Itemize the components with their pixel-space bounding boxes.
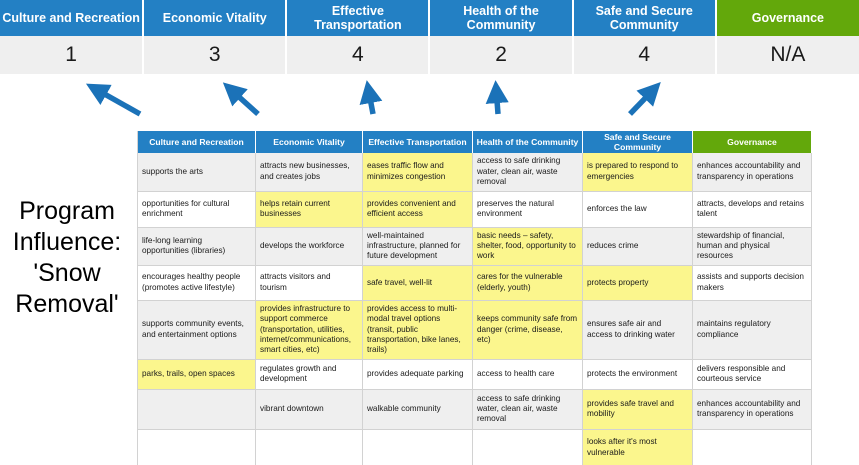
matrix-cell: encourages healthy people (promotes acti… bbox=[137, 265, 256, 301]
matrix-cell: eases traffic flow and minimizes congest… bbox=[362, 153, 473, 192]
score-header-economic-vitality: Economic Vitality bbox=[143, 0, 288, 36]
matrix-cell bbox=[472, 429, 583, 465]
matrix-cell: ensures safe air and access to drinking … bbox=[582, 300, 693, 360]
arrow-economic-vitality bbox=[222, 82, 260, 117]
matrix-body: supports the arts attracts new businesses… bbox=[137, 153, 812, 465]
matrix-cell: maintains regulatory compliance bbox=[692, 300, 812, 360]
matrix-cell: delivers responsible and courteous servi… bbox=[692, 359, 812, 390]
matrix-cell: stewardship of financial, human and phys… bbox=[692, 227, 812, 266]
score-header-effective-transportation: Effective Transportation bbox=[286, 0, 431, 36]
matrix-cell bbox=[137, 429, 256, 465]
matrix-cell: well-maintained infrastructure, planned … bbox=[362, 227, 473, 266]
matrix-cell: safe travel, well-lit bbox=[362, 265, 473, 301]
matrix-cell bbox=[255, 429, 363, 465]
matrix-cell: attracts new businesses, and creates job… bbox=[255, 153, 363, 192]
score-header-health-of-the-community: Health of the Community bbox=[429, 0, 574, 36]
matrix-cell: looks after it's most vulnerable bbox=[582, 429, 693, 465]
score-header-safe-and-secure-community: Safe and Secure Community bbox=[572, 0, 717, 36]
matrix-cell bbox=[137, 389, 256, 430]
arrow-group bbox=[85, 80, 661, 117]
matrix-row: life-long learning opportunities (librar… bbox=[137, 227, 812, 266]
matrix-cell: provides infrastructure to support comme… bbox=[255, 300, 363, 360]
arrow-effective-transportation bbox=[359, 80, 383, 115]
matrix-row: supports community events, and entertain… bbox=[137, 300, 812, 360]
matrix-cell: develops the workforce bbox=[255, 227, 363, 266]
matrix-header-safe-and-secure-community: Safe and Secure Community bbox=[582, 131, 693, 153]
matrix-cell bbox=[362, 429, 473, 465]
arrow-culture-and-recreation bbox=[85, 83, 142, 117]
score-value-health-of-the-community: 2 bbox=[429, 36, 574, 74]
matrix-row: looks after it's most vulnerable bbox=[137, 429, 812, 465]
matrix-header-effective-transportation: Effective Transportation bbox=[362, 131, 473, 153]
matrix-cell: enforces the law bbox=[582, 191, 693, 228]
alignment-score-table: Culture and Recreation Economic Vitality… bbox=[0, 0, 859, 74]
score-header-governance: Governance bbox=[715, 0, 859, 36]
matrix-cell: keeps community safe from danger (crime,… bbox=[472, 300, 583, 360]
matrix-cell: walkable community bbox=[362, 389, 473, 430]
matrix-cell: protects property bbox=[582, 265, 693, 301]
matrix-cell: vibrant downtown bbox=[255, 389, 363, 430]
matrix-cell: assists and supports decision makers bbox=[692, 265, 812, 301]
matrix-cell: enhances accountability and transparency… bbox=[692, 389, 812, 430]
matrix-cell: access to safe drinking water, clean air… bbox=[472, 389, 583, 430]
matrix-row: encourages healthy people (promotes acti… bbox=[137, 265, 812, 301]
matrix-header-economic-vitality: Economic Vitality bbox=[255, 131, 363, 153]
matrix-cell: preserves the natural environment bbox=[472, 191, 583, 228]
score-value-effective-transportation: 4 bbox=[286, 36, 431, 74]
matrix-cell: cares for the vulnerable (elderly, youth… bbox=[472, 265, 583, 301]
matrix-row: supports the arts attracts new businesses… bbox=[137, 153, 812, 192]
matrix-cell: provides access to multi-modal travel op… bbox=[362, 300, 473, 360]
community-outcomes-matrix: Culture and Recreation Economic Vitality… bbox=[137, 131, 812, 465]
matrix-cell: provides safe travel and mobility bbox=[582, 389, 693, 430]
matrix-row: parks, trails, open spaces regulates grow… bbox=[137, 359, 812, 390]
matrix-cell: protects the environment bbox=[582, 359, 693, 390]
matrix-cell: provides adequate parking bbox=[362, 359, 473, 390]
community-outcomes-matrix-wrapper: Culture and Recreation Economic Vitality… bbox=[137, 131, 812, 465]
matrix-cell: provides convenient and efficient access bbox=[362, 191, 473, 228]
matrix-row: opportunities for cultural enrichment hel… bbox=[137, 191, 812, 228]
matrix-cell: basic needs – safety, shelter, food, opp… bbox=[472, 227, 583, 266]
matrix-cell: helps retain current businesses bbox=[255, 191, 363, 228]
matrix-cell: reduces crime bbox=[582, 227, 693, 266]
matrix-header-health-of-the-community: Health of the Community bbox=[472, 131, 583, 153]
matrix-header-row: Culture and Recreation Economic Vitality… bbox=[137, 131, 812, 153]
score-value-governance: N/A bbox=[715, 36, 859, 74]
score-value-safe-and-secure-community: 4 bbox=[572, 36, 717, 74]
arrow-safe-and-secure-community bbox=[628, 82, 661, 116]
score-table-value-row: 1 3 4 2 4 N/A bbox=[0, 36, 859, 74]
matrix-cell: attracts visitors and tourism bbox=[255, 265, 363, 301]
matrix-cell: regulates growth and development bbox=[255, 359, 363, 390]
score-value-economic-vitality: 3 bbox=[143, 36, 288, 74]
score-header-culture-and-recreation: Culture and Recreation bbox=[0, 0, 145, 36]
matrix-cell: enhances accountability and transparency… bbox=[692, 153, 812, 192]
matrix-cell: access to health care bbox=[472, 359, 583, 390]
matrix-cell: supports the arts bbox=[137, 153, 256, 192]
score-value-culture-and-recreation: 1 bbox=[0, 36, 145, 74]
matrix-cell: is prepared to respond to emergencies bbox=[582, 153, 693, 192]
matrix-header-governance: Governance bbox=[692, 131, 812, 153]
matrix-cell: supports community events, and entertain… bbox=[137, 300, 256, 360]
program-influence-caption: Program Influence: 'Snow Removal' bbox=[12, 197, 122, 318]
matrix-cell: attracts, develops and retains talent bbox=[692, 191, 812, 228]
matrix-row: vibrant downtown walkable community access… bbox=[137, 389, 812, 430]
matrix-header-culture-and-recreation: Culture and Recreation bbox=[137, 131, 256, 153]
matrix-cell: parks, trails, open spaces bbox=[137, 359, 256, 390]
arrow-health-of-the-community bbox=[485, 80, 509, 115]
matrix-cell bbox=[692, 429, 812, 465]
matrix-cell: life-long learning opportunities (librar… bbox=[137, 227, 256, 266]
matrix-cell: access to safe drinking water, clean air… bbox=[472, 153, 583, 192]
matrix-cell: opportunities for cultural enrichment bbox=[137, 191, 256, 228]
score-table-header-row: Culture and Recreation Economic Vitality… bbox=[0, 0, 859, 36]
